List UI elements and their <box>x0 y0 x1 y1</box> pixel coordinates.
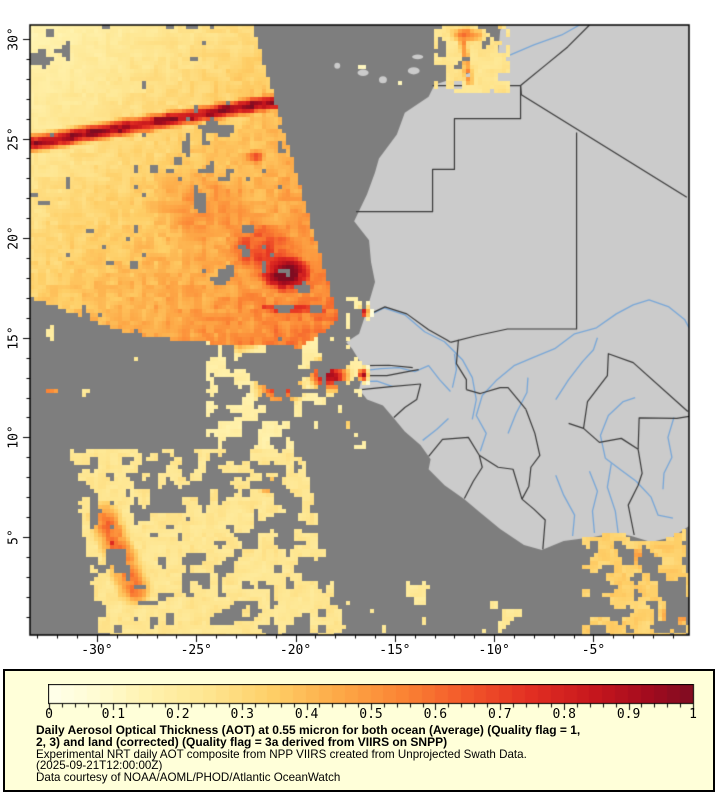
longitude-tick-label: -25° <box>180 643 212 658</box>
latitude-tick-label: 5° <box>6 529 22 545</box>
longitude-tick-label: -30° <box>81 643 113 658</box>
legend-caption-line: 2, 3) and land (corrected) (Quality flag… <box>36 734 448 749</box>
colorbar-tick-label: 0.6 <box>423 707 448 722</box>
latitude-tick-label: 20° <box>6 226 22 250</box>
colorbar-tick-label: 0 <box>45 707 53 722</box>
colorbar-tick-label: 0.8 <box>552 707 576 722</box>
colorbar-tick-label: 0.4 <box>294 707 319 722</box>
colorbar-tick-label: 0.1 <box>101 707 126 722</box>
colorbar-tick-label: 0.9 <box>616 707 641 722</box>
legend-caption-line: Data courtesy of NOAA/AOML/PHOD/Atlantic… <box>36 771 341 785</box>
aot-map-canvas <box>0 0 720 664</box>
latitude-tick-label: 15° <box>6 326 22 350</box>
longitude-tick-label: -15° <box>379 643 411 658</box>
latitude-tick-label: 30° <box>6 27 22 51</box>
colorbar-tick-label: 0.7 <box>488 707 512 722</box>
latitude-tick-label: 25° <box>6 126 22 151</box>
longitude-tick-label: -20° <box>279 643 312 658</box>
colorbar-tick-label: 0.5 <box>359 707 383 722</box>
colorbar-tick-label: 0.3 <box>230 707 254 722</box>
legend-caption-line: Daily Aerosol Optical Thickness (AOT) at… <box>36 723 581 737</box>
legend-captions: Daily Aerosol Optical Thickness (AOT) at… <box>36 723 581 785</box>
latitude-tick-label: 10° <box>6 425 22 450</box>
colorbar <box>48 684 696 712</box>
longitude-tick-label: -5° <box>581 643 606 658</box>
colorbar-tick-label: 0.2 <box>166 707 190 722</box>
legend-caption-line: Experimental NRT daily AOT composite fro… <box>36 747 527 761</box>
longitude-tick-label: -10° <box>478 643 510 658</box>
legend-panel: 0 0.1 0.2 0.3 0.4 0.5 0.6 0.7 0.8 0.9 1 Daily Aero… <box>3 669 715 792</box>
colorbar-tick-label: 1 <box>689 707 697 722</box>
legend-caption-line: (2025-09-21T12:00:00Z) <box>36 759 163 773</box>
